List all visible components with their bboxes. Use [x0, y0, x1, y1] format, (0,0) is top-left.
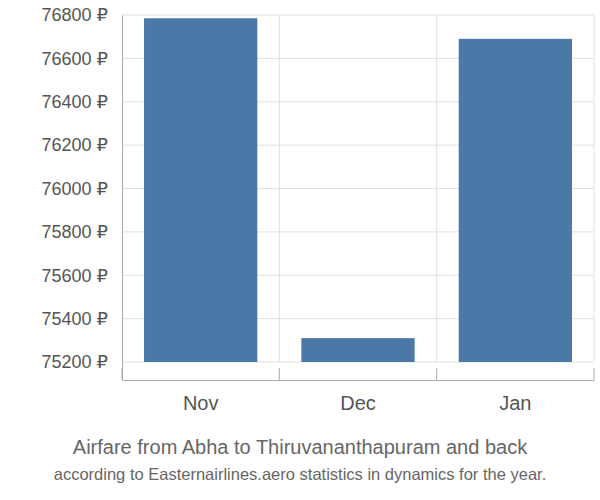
- bar: [301, 338, 414, 362]
- y-tick-label: 75400 ₽: [41, 309, 108, 329]
- bar: [459, 39, 572, 362]
- y-tick: 76400 ₽: [41, 92, 122, 112]
- y-tick-label: 76800 ₽: [41, 5, 108, 25]
- y-tick-label: 76000 ₽: [41, 179, 108, 199]
- grid-line: [122, 15, 594, 16]
- x-axis-line: [123, 380, 595, 381]
- chart: 75200 ₽ 75400 ₽ 75600 ₽ 75800 ₽ 76000 ₽ 76200…: [0, 0, 600, 500]
- y-tick: 76200 ₽: [41, 135, 122, 155]
- y-tick: 75800 ₽: [41, 222, 122, 242]
- y-tick: 76600 ₽: [41, 49, 122, 69]
- x-boundary-mark: [279, 368, 280, 380]
- y-axis-extension: [122, 362, 123, 380]
- category-separator: [594, 15, 595, 362]
- y-tick: 75600 ₽: [41, 266, 122, 286]
- y-tick: 76800 ₽: [41, 5, 122, 25]
- y-tick-label: 75200 ₽: [41, 352, 108, 372]
- bar: [144, 18, 257, 362]
- x-axis: Nov Dec Jan: [122, 368, 595, 414]
- y-tick: 75400 ₽: [41, 309, 122, 329]
- title: Airfare from Abha to Thiruvananthapuram …: [73, 436, 528, 458]
- x-tick-label: Jan: [499, 392, 531, 414]
- y-tick-label: 75600 ₽: [41, 266, 108, 286]
- y-tick-label: 75800 ₽: [41, 222, 108, 242]
- x-boundary-mark: [436, 368, 437, 380]
- subtitle: according to Easternairlines.aero statis…: [54, 465, 546, 483]
- x-boundary-mark: [594, 368, 595, 380]
- y-axis-line: [122, 16, 123, 363]
- category-separator: [279, 15, 280, 362]
- x-boundary-mark: [122, 368, 123, 380]
- bars: [144, 18, 572, 362]
- y-tick: 75200 ₽: [41, 352, 122, 372]
- x-tick-label: Nov: [183, 392, 219, 414]
- category-separator: [436, 15, 437, 362]
- x-tick: Jan: [499, 380, 531, 414]
- x-tick: Dec: [340, 380, 376, 414]
- y-axis: 75200 ₽ 75400 ₽ 75600 ₽ 75800 ₽ 76000 ₽ 76200…: [41, 5, 122, 372]
- y-tick: 76000 ₽: [41, 179, 122, 199]
- y-tick-label: 76600 ₽: [41, 49, 108, 69]
- x-tick-label: Dec: [340, 392, 376, 414]
- y-tick-label: 76400 ₽: [41, 92, 108, 112]
- y-tick-label: 76200 ₽: [41, 135, 108, 155]
- plot: 75200 ₽ 75400 ₽ 75600 ₽ 75800 ₽ 76000 ₽ 76200…: [41, 5, 594, 414]
- x-tick: Nov: [183, 380, 219, 414]
- grid: [122, 15, 594, 362]
